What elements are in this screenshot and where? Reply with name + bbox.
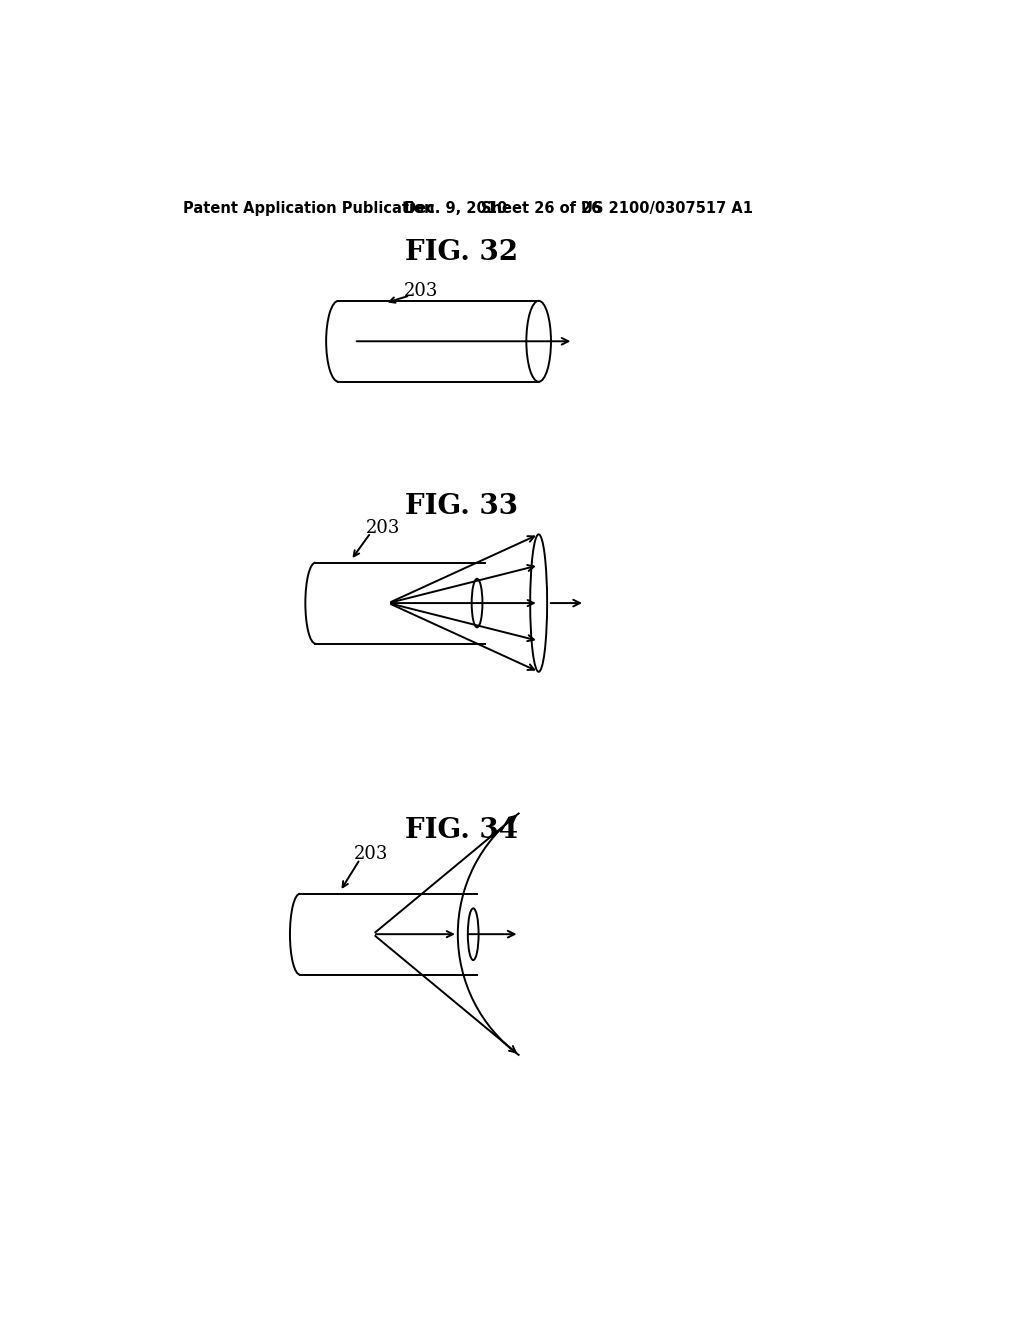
Text: Patent Application Publication: Patent Application Publication — [183, 201, 434, 215]
Text: Sheet 26 of 26: Sheet 26 of 26 — [481, 201, 601, 215]
Text: 203: 203 — [403, 281, 438, 300]
Text: FIG. 33: FIG. 33 — [406, 494, 518, 520]
Text: 203: 203 — [366, 519, 399, 537]
Text: Dec. 9, 2010: Dec. 9, 2010 — [403, 201, 507, 215]
Text: 203: 203 — [354, 845, 388, 863]
Text: FIG. 34: FIG. 34 — [406, 817, 518, 843]
Text: FIG. 32: FIG. 32 — [406, 239, 518, 267]
Text: US 2100/0307517 A1: US 2100/0307517 A1 — [581, 201, 753, 215]
